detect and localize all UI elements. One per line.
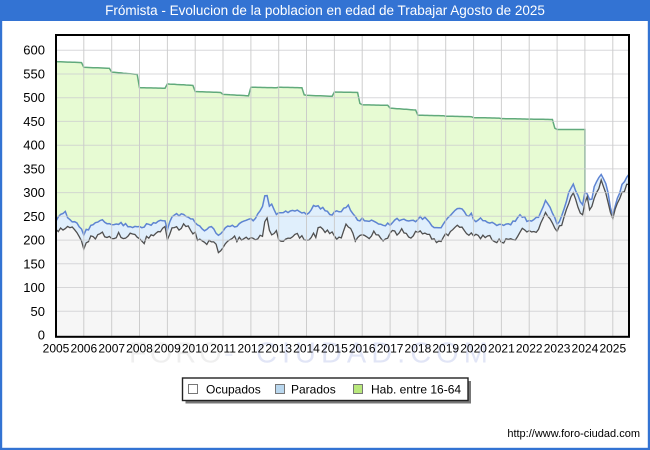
svg-text:2018: 2018 [405,342,432,356]
svg-text:2015: 2015 [321,342,348,356]
svg-text:FORO: FORO [129,338,225,370]
svg-text:100: 100 [23,280,45,295]
svg-text:550: 550 [23,67,45,82]
svg-text:250: 250 [23,209,45,224]
svg-text:2007: 2007 [98,342,125,356]
svg-text:200: 200 [23,233,45,248]
svg-text:CIUDAD.COM: CIUDAD.COM [256,338,493,370]
svg-text:2019: 2019 [432,342,459,356]
svg-text:2016: 2016 [349,342,376,356]
svg-text:150: 150 [23,256,45,271]
svg-text:600: 600 [23,43,45,58]
svg-text:2009: 2009 [154,342,181,356]
svg-text:0: 0 [38,328,45,343]
svg-text:2014: 2014 [293,342,320,356]
svg-text:Ocupados: Ocupados [206,383,261,397]
svg-text:2010: 2010 [182,342,209,356]
svg-text:Hab. entre 16-64: Hab. entre 16-64 [371,383,461,397]
svg-text:2023: 2023 [544,342,571,356]
svg-text:2022: 2022 [516,342,543,356]
svg-text:Parados: Parados [291,383,336,397]
svg-text:2020: 2020 [460,342,487,356]
svg-text:2021: 2021 [488,342,515,356]
svg-text:2012: 2012 [238,342,265,356]
svg-text:400: 400 [23,138,45,153]
svg-text:450: 450 [23,114,45,129]
svg-text:2005: 2005 [43,342,70,356]
svg-text:http://www.foro-ciudad.com: http://www.foro-ciudad.com [507,428,640,440]
svg-text:2013: 2013 [265,342,292,356]
svg-text:350: 350 [23,161,45,176]
svg-text:2011: 2011 [210,342,236,356]
svg-text:300: 300 [23,185,45,200]
svg-text:2008: 2008 [126,342,153,356]
svg-text:-: - [224,338,234,370]
svg-text:500: 500 [23,90,45,105]
svg-text:2017: 2017 [377,342,404,356]
svg-text:Frómista - Evolucion de la pob: Frómista - Evolucion de la poblacion en … [105,3,545,18]
svg-text:2024: 2024 [572,342,599,356]
svg-text:2025: 2025 [599,342,626,356]
svg-text:2006: 2006 [70,342,97,356]
svg-text:50: 50 [31,304,45,319]
